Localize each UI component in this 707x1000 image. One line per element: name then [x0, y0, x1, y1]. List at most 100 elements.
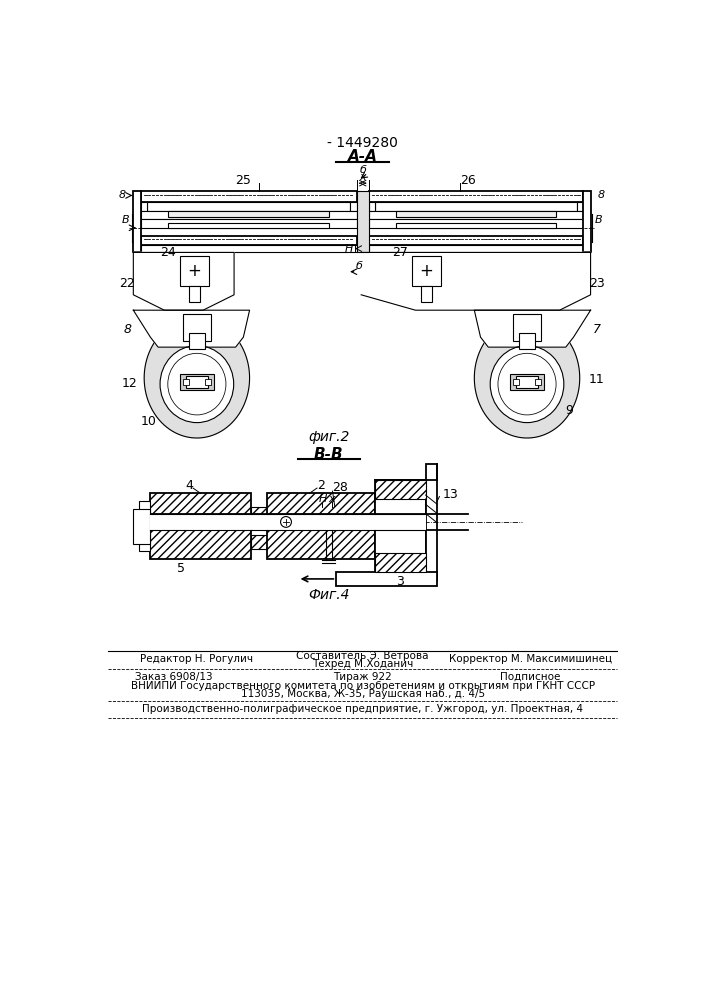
Polygon shape	[361, 252, 590, 310]
Bar	[183, 379, 189, 385]
Text: 26: 26	[460, 174, 476, 187]
Bar	[141, 245, 356, 252]
Bar	[147, 202, 351, 211]
Polygon shape	[474, 310, 590, 347]
Text: х: х	[359, 172, 366, 182]
Bar	[534, 379, 541, 385]
Bar	[396, 211, 556, 217]
Bar	[356, 191, 369, 252]
Text: фиг.2: фиг.2	[308, 430, 349, 444]
Text: 11: 11	[589, 373, 604, 386]
Text: б: б	[360, 165, 367, 175]
Text: ВНИИПИ Государственного комитета по изобретениям и открытиям при ГКНТ СССР: ВНИИПИ Государственного комитета по изоб…	[131, 681, 595, 691]
Text: б: б	[356, 261, 362, 271]
Bar	[134, 509, 151, 544]
Bar	[189, 333, 204, 349]
Bar	[151, 493, 251, 559]
Bar	[251, 535, 267, 549]
Polygon shape	[134, 310, 250, 347]
Text: Подписное: Подписное	[500, 672, 561, 682]
Bar	[375, 202, 577, 211]
Text: +: +	[187, 262, 201, 280]
Bar	[411, 256, 441, 286]
Bar	[369, 219, 583, 228]
Bar	[516, 376, 538, 388]
Text: Редактор Н. Рогулич: Редактор Н. Рогулич	[141, 654, 253, 664]
Text: 8: 8	[598, 190, 605, 200]
Polygon shape	[474, 329, 580, 438]
Text: 23: 23	[589, 277, 604, 290]
Text: В-В: В-В	[314, 447, 344, 462]
Bar	[369, 245, 583, 252]
Text: Техред М.Ходанич: Техред М.Ходанич	[312, 659, 414, 669]
Polygon shape	[134, 252, 234, 310]
Polygon shape	[144, 329, 250, 438]
Bar	[168, 211, 329, 217]
Bar	[139, 501, 151, 551]
Text: Н: Н	[344, 244, 353, 254]
Bar	[396, 223, 556, 228]
Text: 22: 22	[119, 277, 135, 290]
Bar	[151, 514, 251, 530]
Bar	[577, 202, 583, 211]
Bar	[141, 219, 356, 228]
Bar	[189, 286, 200, 302]
Bar	[375, 553, 426, 572]
Bar	[375, 514, 426, 530]
Bar	[183, 314, 211, 341]
Bar	[375, 480, 426, 499]
Text: 27: 27	[392, 246, 408, 259]
Bar	[369, 211, 583, 219]
Text: Фиг.4: Фиг.4	[308, 588, 349, 602]
Text: 25: 25	[235, 174, 251, 187]
Bar	[375, 480, 426, 572]
Text: 13: 13	[443, 488, 458, 501]
Text: 113035, Москва, Ж-35, Раушская наб., д. 4/5: 113035, Москва, Ж-35, Раушская наб., д. …	[240, 689, 485, 699]
Bar	[251, 514, 267, 530]
Bar	[267, 514, 375, 530]
Text: 5: 5	[177, 562, 185, 575]
Text: 10: 10	[141, 415, 157, 428]
Text: В: В	[595, 215, 602, 225]
Bar	[369, 235, 583, 245]
Text: Производственно-полиграфическое предприятие, г. Ужгород, ул. Проектная, 4: Производственно-полиграфическое предприя…	[142, 704, 583, 714]
Bar	[180, 374, 214, 389]
Text: Корректор М. Максимишинец: Корректор М. Максимишинец	[448, 654, 612, 664]
Bar	[141, 211, 356, 219]
Text: Тираж 922: Тираж 922	[333, 672, 392, 682]
Text: 3: 3	[396, 575, 404, 588]
Text: 9: 9	[566, 404, 573, 417]
Bar	[134, 191, 141, 252]
Bar	[421, 286, 432, 302]
Bar	[141, 235, 356, 245]
Bar	[369, 202, 375, 211]
Bar	[513, 314, 541, 341]
Bar	[519, 333, 534, 349]
Bar	[337, 572, 437, 586]
Text: 12: 12	[122, 377, 137, 390]
Bar	[513, 379, 519, 385]
Text: Составитель Э. Ветрова: Составитель Э. Ветрова	[296, 651, 429, 661]
Text: Н: Н	[318, 494, 327, 504]
Bar	[186, 376, 208, 388]
Text: В: В	[122, 215, 129, 225]
Text: +: +	[419, 262, 433, 280]
Bar	[510, 374, 544, 389]
Text: 24: 24	[160, 246, 176, 259]
Text: 8: 8	[119, 190, 126, 200]
Text: 4: 4	[185, 479, 193, 492]
Text: - 1449280: - 1449280	[327, 136, 398, 150]
Bar	[426, 464, 437, 580]
Circle shape	[281, 517, 291, 527]
Text: А-А: А-А	[348, 149, 378, 164]
Bar	[204, 379, 211, 385]
Bar	[141, 191, 356, 202]
Bar	[251, 507, 267, 520]
Ellipse shape	[168, 353, 226, 415]
Bar	[351, 202, 356, 211]
Text: 2: 2	[317, 479, 325, 492]
Bar	[583, 191, 590, 252]
Bar	[267, 493, 375, 559]
Text: 7: 7	[592, 323, 601, 336]
Bar	[369, 191, 583, 202]
